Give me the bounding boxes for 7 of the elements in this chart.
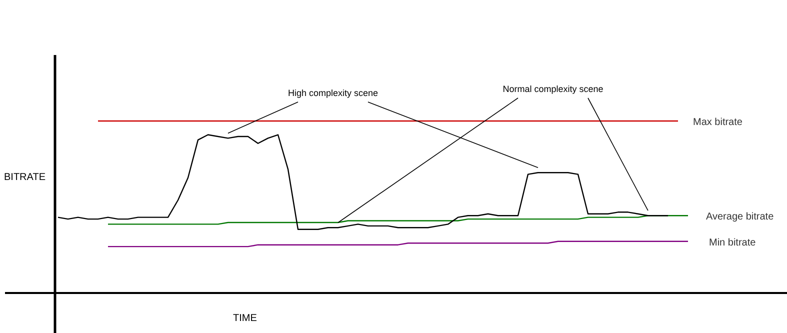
y-axis-title: BITRATE	[4, 172, 46, 183]
series-label: Average bitrate	[706, 212, 774, 223]
text: Normal complexity scene	[502, 84, 604, 94]
text: Min bitrate	[709, 237, 756, 248]
series-label: Max bitrate	[693, 117, 743, 128]
x-axis-title: TIME	[233, 313, 258, 324]
text: High complexity scene	[288, 88, 378, 98]
